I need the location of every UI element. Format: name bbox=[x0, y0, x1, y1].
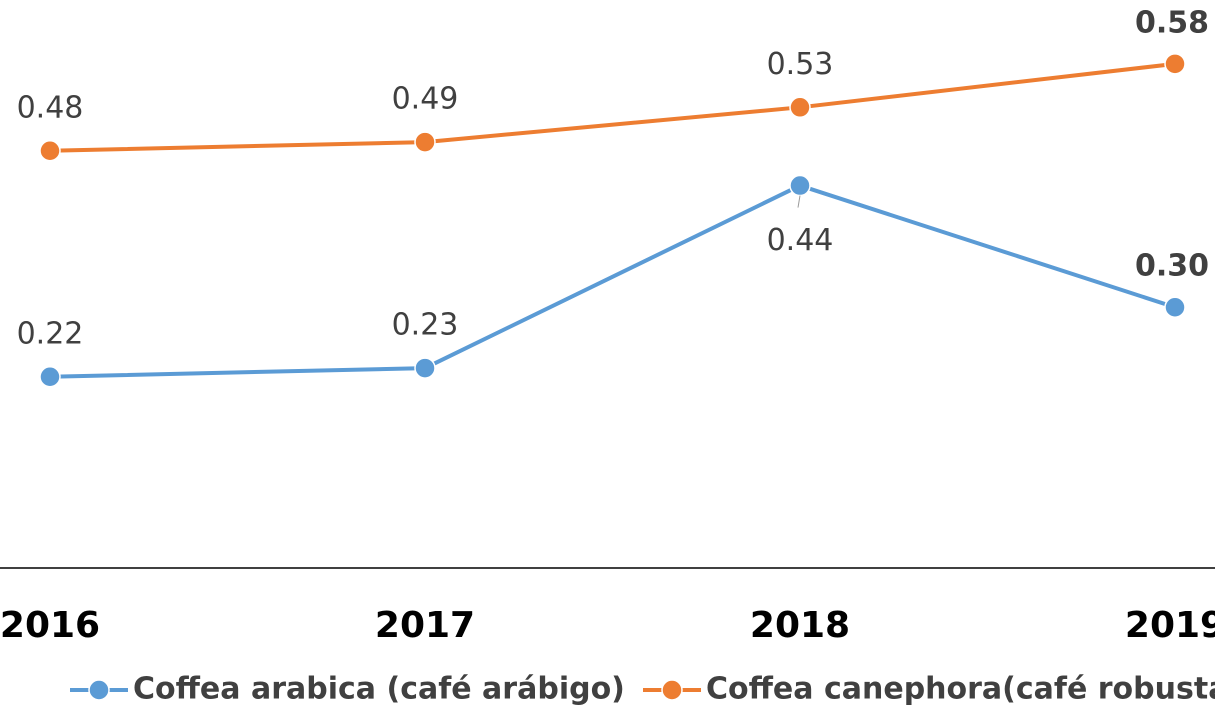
data-label: 0.53 bbox=[767, 47, 834, 82]
data-label: 0.23 bbox=[392, 308, 459, 343]
legend-marker bbox=[88, 679, 110, 701]
data-label: 0.48 bbox=[17, 90, 84, 125]
x-tick-label: 2018 bbox=[750, 605, 850, 646]
x-tick-label: 2016 bbox=[0, 605, 100, 646]
legend-marker bbox=[661, 679, 683, 701]
data-label: 0.22 bbox=[17, 316, 84, 351]
data-label: 0.30 bbox=[1135, 249, 1209, 284]
data-label: 0.58 bbox=[1135, 5, 1209, 40]
data-point bbox=[789, 96, 811, 119]
x-tick-label: 2019 bbox=[1125, 605, 1215, 646]
data-point bbox=[39, 140, 61, 162]
data-label: 0.49 bbox=[392, 82, 459, 117]
x-tick-label: 2017 bbox=[375, 605, 475, 646]
series-line bbox=[49, 61, 1176, 153]
legend-label: Coffea canephora(café robusta) bbox=[706, 672, 1215, 707]
data-point bbox=[1164, 296, 1186, 318]
legend-label: Coffea arabica (café arábigo) bbox=[133, 672, 625, 707]
leader-line bbox=[797, 195, 801, 208]
data-point bbox=[39, 366, 61, 388]
data-point bbox=[414, 357, 436, 379]
data-label: 0.44 bbox=[767, 223, 834, 258]
data-point bbox=[414, 131, 436, 153]
data-point bbox=[1164, 53, 1186, 75]
data-point bbox=[789, 174, 811, 197]
series-line bbox=[49, 183, 1176, 379]
